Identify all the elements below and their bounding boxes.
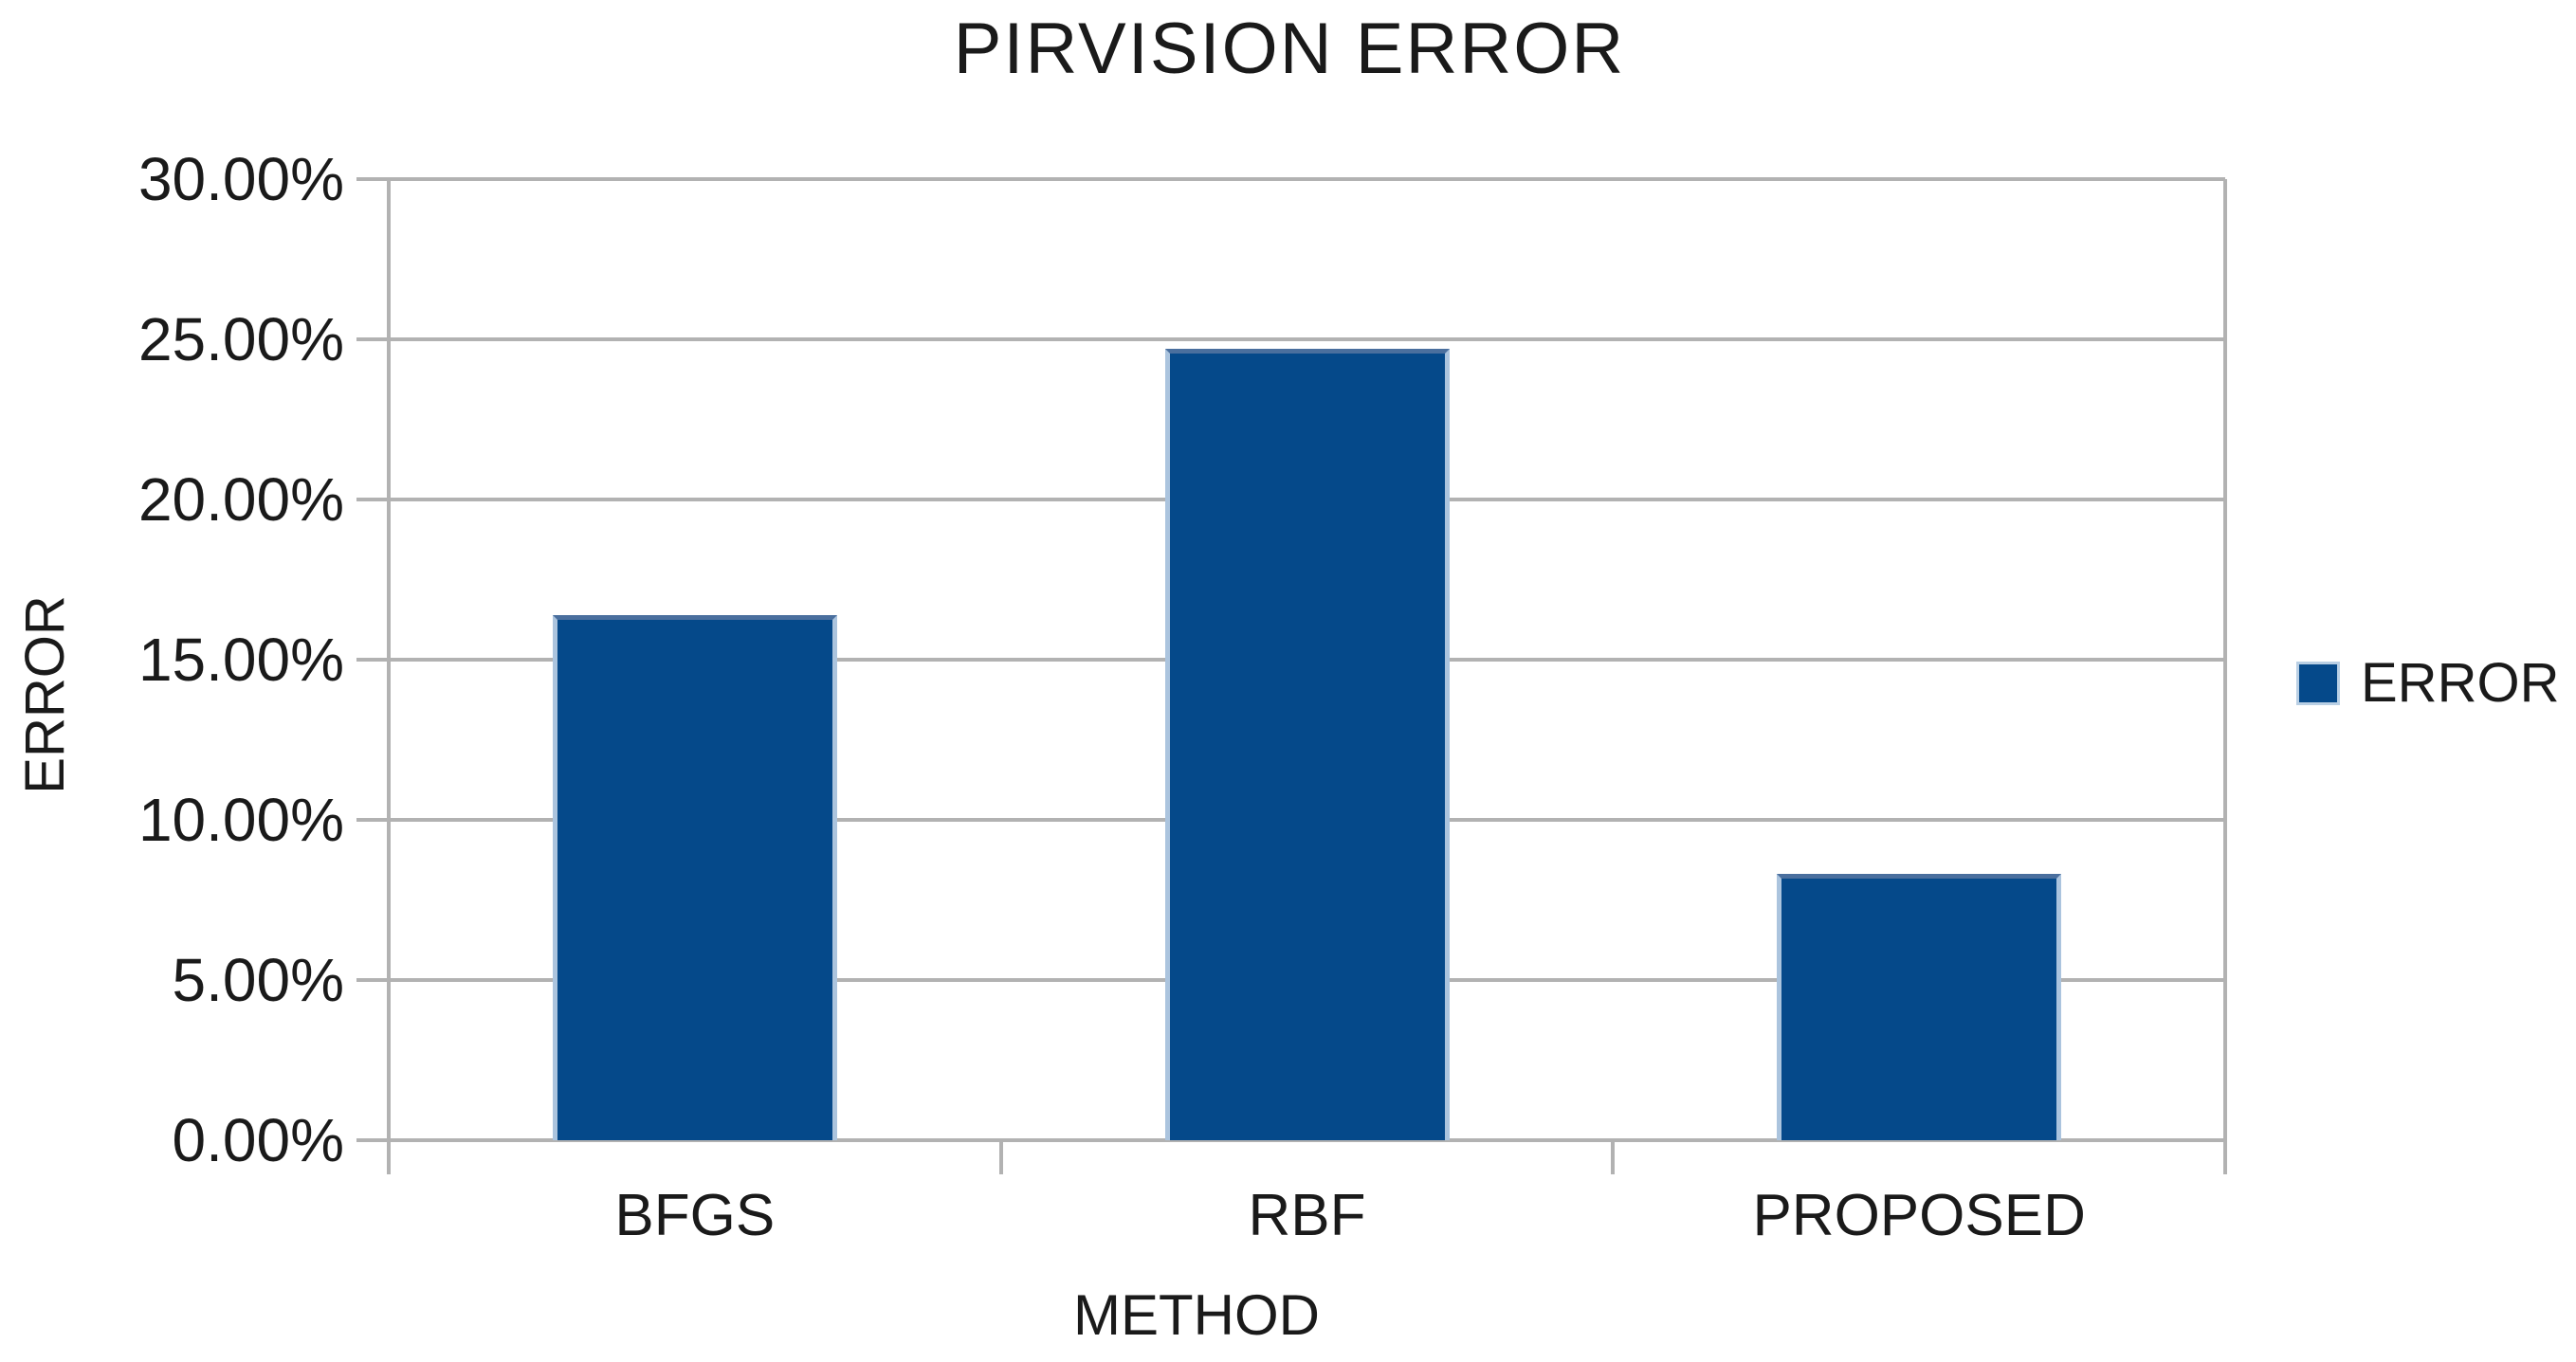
y-tick-5: [356, 978, 389, 982]
legend: ERROR: [2296, 656, 2559, 711]
x-category-label-rbf: RBF: [1248, 1183, 1366, 1248]
x-category-label-proposed: PROPOSED: [1752, 1183, 2086, 1248]
x-tick-2: [1611, 1140, 1616, 1174]
x-category-label-bfgs: BFGS: [614, 1183, 776, 1248]
y-tick-0: [356, 1138, 389, 1142]
bar-proposed: [1777, 874, 2062, 1140]
x-axis-title: METHOD: [1073, 1283, 1320, 1347]
plot-right-border: [2223, 179, 2227, 1144]
y-tick-15: [356, 658, 389, 662]
gridline-25: [389, 337, 2225, 341]
x-tick-0: [387, 1140, 391, 1174]
bar-rbf: [1164, 349, 1450, 1140]
y-tick-10: [356, 818, 389, 822]
y-tick-label-10: 10.00%: [137, 786, 344, 854]
chart-title: PIRVISION ERROR: [953, 9, 1626, 89]
legend-swatch-error: [2296, 662, 2340, 705]
y-tick-label-20: 20.00%: [137, 465, 344, 534]
y-tick-label-15: 15.00%: [137, 626, 344, 694]
gridline-0: [389, 1138, 2225, 1142]
bar-bfgs: [552, 614, 837, 1140]
x-tick-3: [2223, 1140, 2227, 1174]
y-tick-label-30: 30.00%: [137, 145, 344, 213]
legend-label-error: ERROR: [2361, 652, 2560, 714]
y-axis-line: [387, 179, 391, 1144]
y-tick-30: [356, 177, 389, 181]
x-tick-1: [998, 1140, 1003, 1174]
gridline-30: [389, 177, 2225, 181]
y-tick-25: [356, 337, 389, 341]
y-tick-20: [356, 498, 389, 501]
y-tick-label-0: 0.00%: [172, 1106, 344, 1174]
y-tick-label-5: 5.00%: [172, 946, 344, 1014]
y-tick-label-25: 25.00%: [137, 305, 344, 373]
